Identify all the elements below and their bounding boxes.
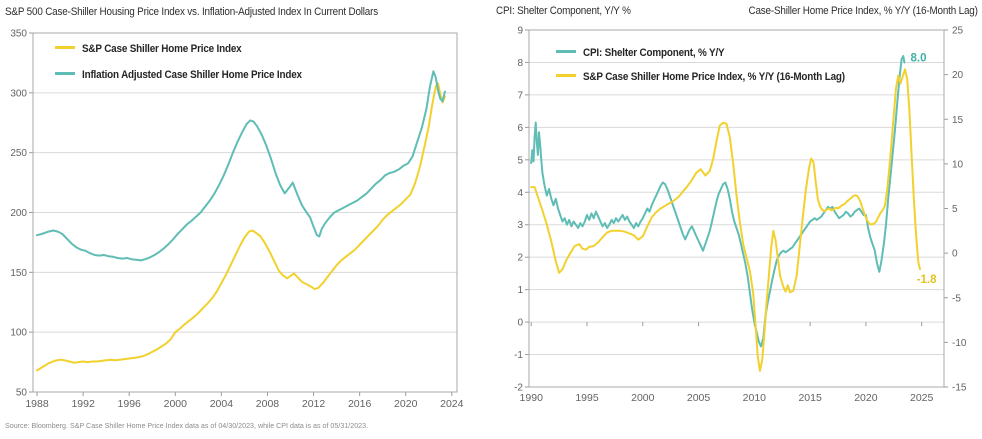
left-y-tick-label: 4 [517, 188, 523, 199]
real-index-line-swatch [55, 72, 75, 75]
real-index-legend-label: Inflation Adjusted Case Shiller Home Pri… [82, 69, 302, 81]
y-tick-label: 300 [10, 88, 27, 99]
right-y-tick-label: 25 [952, 26, 964, 37]
left-y-tick-label: 2 [517, 253, 523, 264]
right-y-tick-label: 10 [952, 159, 964, 170]
nominal-index-line-swatch [55, 46, 75, 49]
x-tick-label: 2020 [394, 398, 418, 410]
nominal-index-legend-label: S&P Case Shiller Home Price Index [82, 43, 242, 55]
data-label-1: -1.8 [917, 274, 937, 286]
y-tick-label: 100 [10, 328, 27, 339]
caseshiller-yoy-legend-label: S&P Case Shiller Home Price Index, % Y/Y… [583, 71, 845, 83]
x-tick-label: 2024 [440, 398, 464, 410]
x-tick-label: 2004 [210, 398, 234, 410]
right-y-tick-label: 20 [952, 70, 964, 81]
x-tick-label: 1990 [520, 392, 544, 404]
left-chart-title: S&P 500 Case-Shiller Housing Price Index… [5, 6, 379, 18]
x-tick-label: 1996 [118, 398, 142, 410]
x-tick-label: 2020 [854, 392, 878, 404]
y-tick-label: 50 [16, 388, 28, 399]
source-note: Source: Bloomberg. S&P Case Shiller Home… [5, 421, 369, 430]
x-tick-label: 2025 [910, 392, 934, 404]
y-tick-label: 250 [10, 148, 27, 159]
right-chart-left-axis-title: CPI: Shelter Component, Y/Y % [496, 5, 631, 17]
left-y-tick-label: 7 [517, 90, 523, 101]
cpi-shelter-legend-label: CPI: Shelter Component, % Y/Y [583, 47, 725, 59]
left-y-tick-label: -1 [514, 350, 523, 361]
x-tick-label: 2012 [302, 398, 326, 410]
series-line-0 [36, 82, 446, 372]
x-tick-label: 2000 [164, 398, 188, 410]
x-tick-label: 2016 [348, 398, 372, 410]
right-y-tick-label: -10 [952, 338, 967, 349]
left-y-tick-label: 8 [517, 58, 523, 69]
right-y-tick-label: 15 [952, 115, 964, 126]
series-line-0 [530, 55, 906, 348]
y-tick-label: 350 [10, 29, 27, 40]
right-chart-right-axis-title: Case-Shiller Home Price Index, % Y/Y (16… [748, 5, 978, 17]
legend-item-caseshiller-yoy: S&P Case Shiller Home Price Index, % Y/Y… [556, 67, 874, 83]
left-y-tick-label: 5 [517, 155, 523, 166]
series-line-1 [530, 68, 921, 372]
y-tick-label: 200 [10, 208, 27, 219]
x-tick-label: 2000 [631, 392, 655, 404]
x-tick-label: 2008 [256, 398, 280, 410]
x-tick-label: 2005 [687, 392, 711, 404]
series-line-1 [36, 70, 446, 262]
plot-border [528, 29, 945, 388]
cpi-shelter-line-swatch [556, 50, 576, 53]
right-y-tick-label: -5 [952, 293, 961, 304]
right-chart-header: CPI: Shelter Component, Y/Y % Case-Shill… [496, 5, 978, 19]
x-tick-label: 2010 [743, 392, 767, 404]
x-tick-label: 1995 [575, 392, 599, 404]
right-y-tick-label: -15 [952, 383, 967, 394]
x-tick-label: 1988 [25, 398, 49, 410]
left-y-tick-label: 0 [517, 318, 523, 329]
left-y-tick-label: -2 [514, 383, 523, 394]
x-tick-label: 2015 [798, 392, 822, 404]
plot-border [32, 32, 458, 393]
left-y-tick-label: 1 [517, 285, 523, 296]
y-tick-label: 150 [10, 268, 27, 279]
right-y-tick-label: 0 [952, 249, 958, 260]
left-y-tick-label: 3 [517, 220, 523, 231]
data-label-0: 8.0 [911, 53, 927, 65]
caseshiller-yoy-line-swatch [556, 74, 576, 77]
legend-item-real-index: Inflation Adjusted Case Shiller Home Pri… [55, 65, 326, 81]
legend-item-cpi-shelter: CPI: Shelter Component, % Y/Y [556, 43, 740, 59]
left-y-tick-label: 9 [517, 26, 523, 37]
legend-item-nominal-index: S&P Case Shiller Home Price Index [55, 39, 259, 55]
x-tick-label: 1992 [71, 398, 95, 410]
right-y-tick-label: 5 [952, 204, 958, 215]
left-y-tick-label: 6 [517, 123, 523, 134]
